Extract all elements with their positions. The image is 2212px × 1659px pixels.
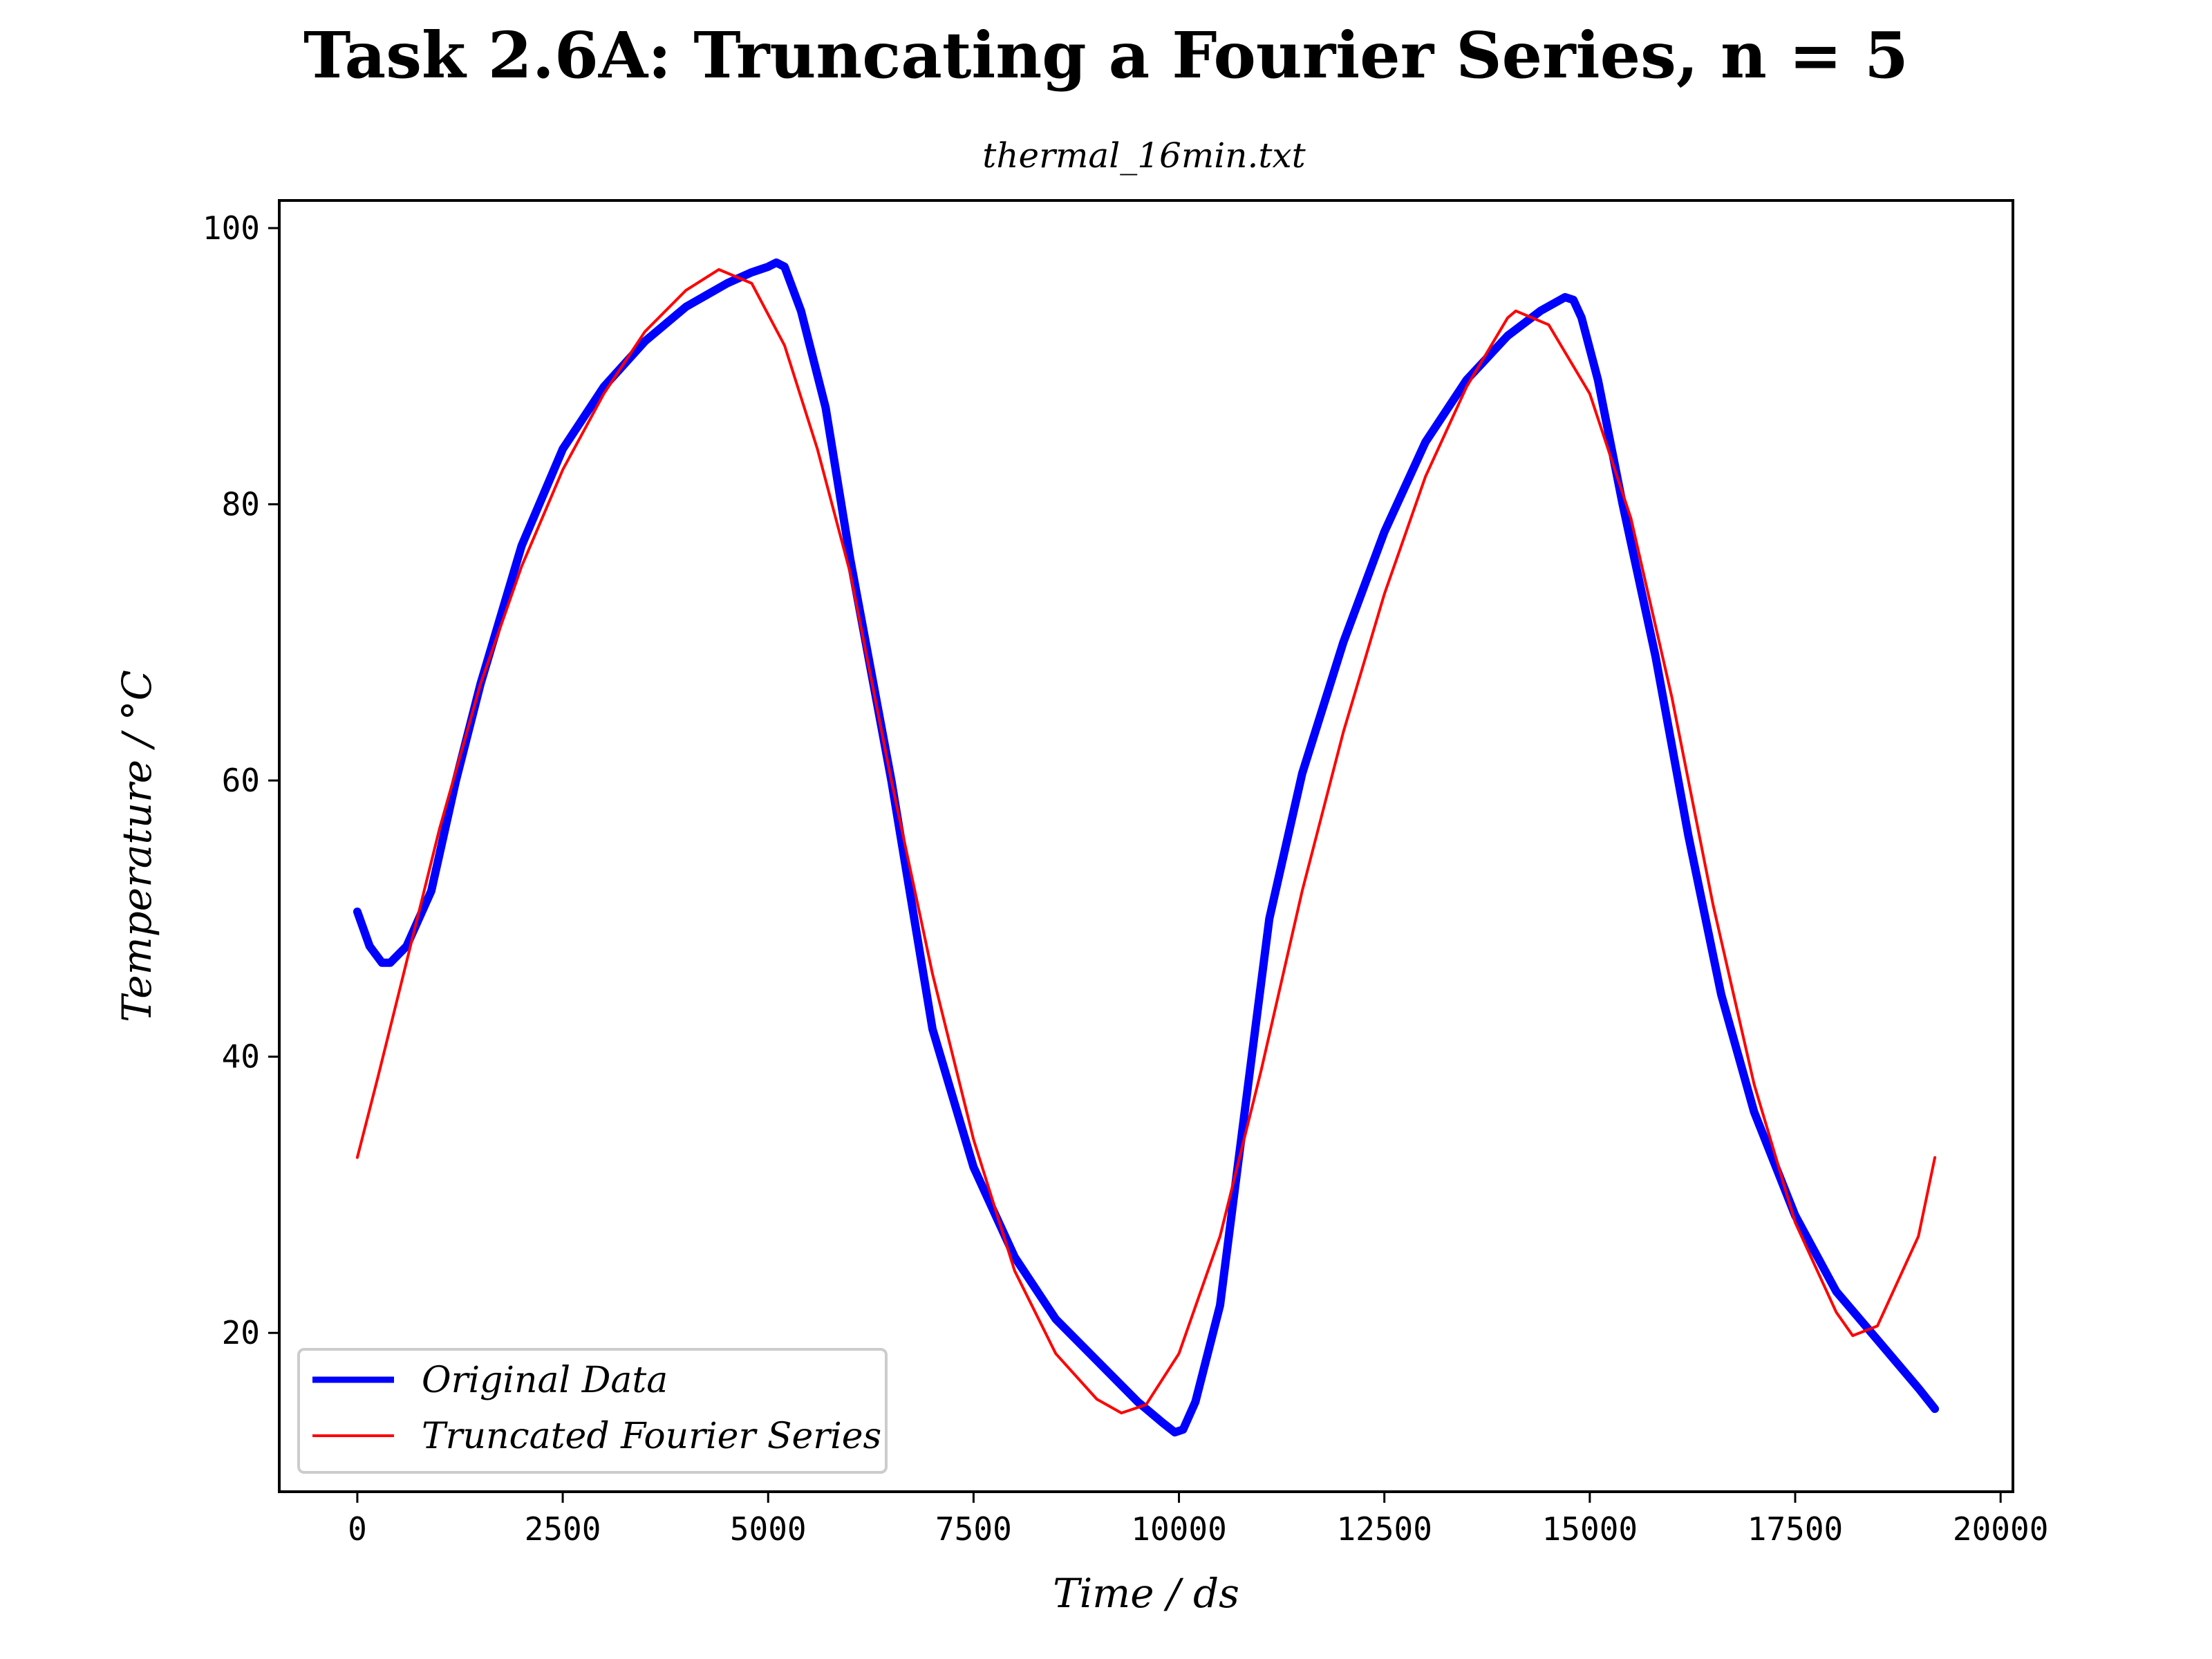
x-tick-label: 5000 bbox=[730, 1510, 807, 1548]
legend-label-original-data: Original Data bbox=[422, 1360, 668, 1401]
y-axis: 20 40 60 80 100 bbox=[203, 209, 279, 1351]
y-axis-label: Temperature / °C bbox=[113, 670, 160, 1022]
series-line-truncated-fourier-series bbox=[355, 268, 1937, 1415]
y-tick-label: 80 bbox=[222, 486, 260, 523]
series-layer bbox=[353, 258, 1940, 1437]
x-tick-label: 20000 bbox=[1953, 1510, 2048, 1548]
x-tick-label: 12500 bbox=[1336, 1510, 1432, 1548]
legend-frame bbox=[297, 1348, 888, 1474]
x-tick-label: 17500 bbox=[1747, 1510, 1843, 1548]
x-tick-label: 0 bbox=[348, 1510, 367, 1548]
chart-subtitle: thermal_16min.txt bbox=[982, 135, 1306, 176]
legend: Original Data Truncated Fourier Series bbox=[297, 1348, 888, 1474]
x-tick-label: 10000 bbox=[1131, 1510, 1226, 1548]
plot-frame bbox=[278, 199, 2014, 1493]
x-tick-label: 2500 bbox=[525, 1510, 601, 1548]
legend-label-truncated-fourier-series: Truncated Fourier Series bbox=[422, 1416, 881, 1457]
chart-title: Task 2.6A: Truncating a Fourier Series, … bbox=[303, 18, 1909, 93]
x-tick-label: 7500 bbox=[935, 1510, 1012, 1548]
y-tick-label: 100 bbox=[203, 209, 260, 247]
y-tick-label: 20 bbox=[222, 1314, 260, 1351]
x-axis-label: Time / ds bbox=[1053, 1570, 1239, 1617]
y-tick-label: 40 bbox=[222, 1038, 260, 1076]
plot-area bbox=[278, 199, 2014, 1493]
x-axis: 0 2500 5000 7500 10000 12500 15000 17500 20000 bbox=[348, 1492, 2048, 1548]
y-tick-label: 60 bbox=[222, 762, 260, 799]
x-tick-label: 15000 bbox=[1542, 1510, 1638, 1548]
